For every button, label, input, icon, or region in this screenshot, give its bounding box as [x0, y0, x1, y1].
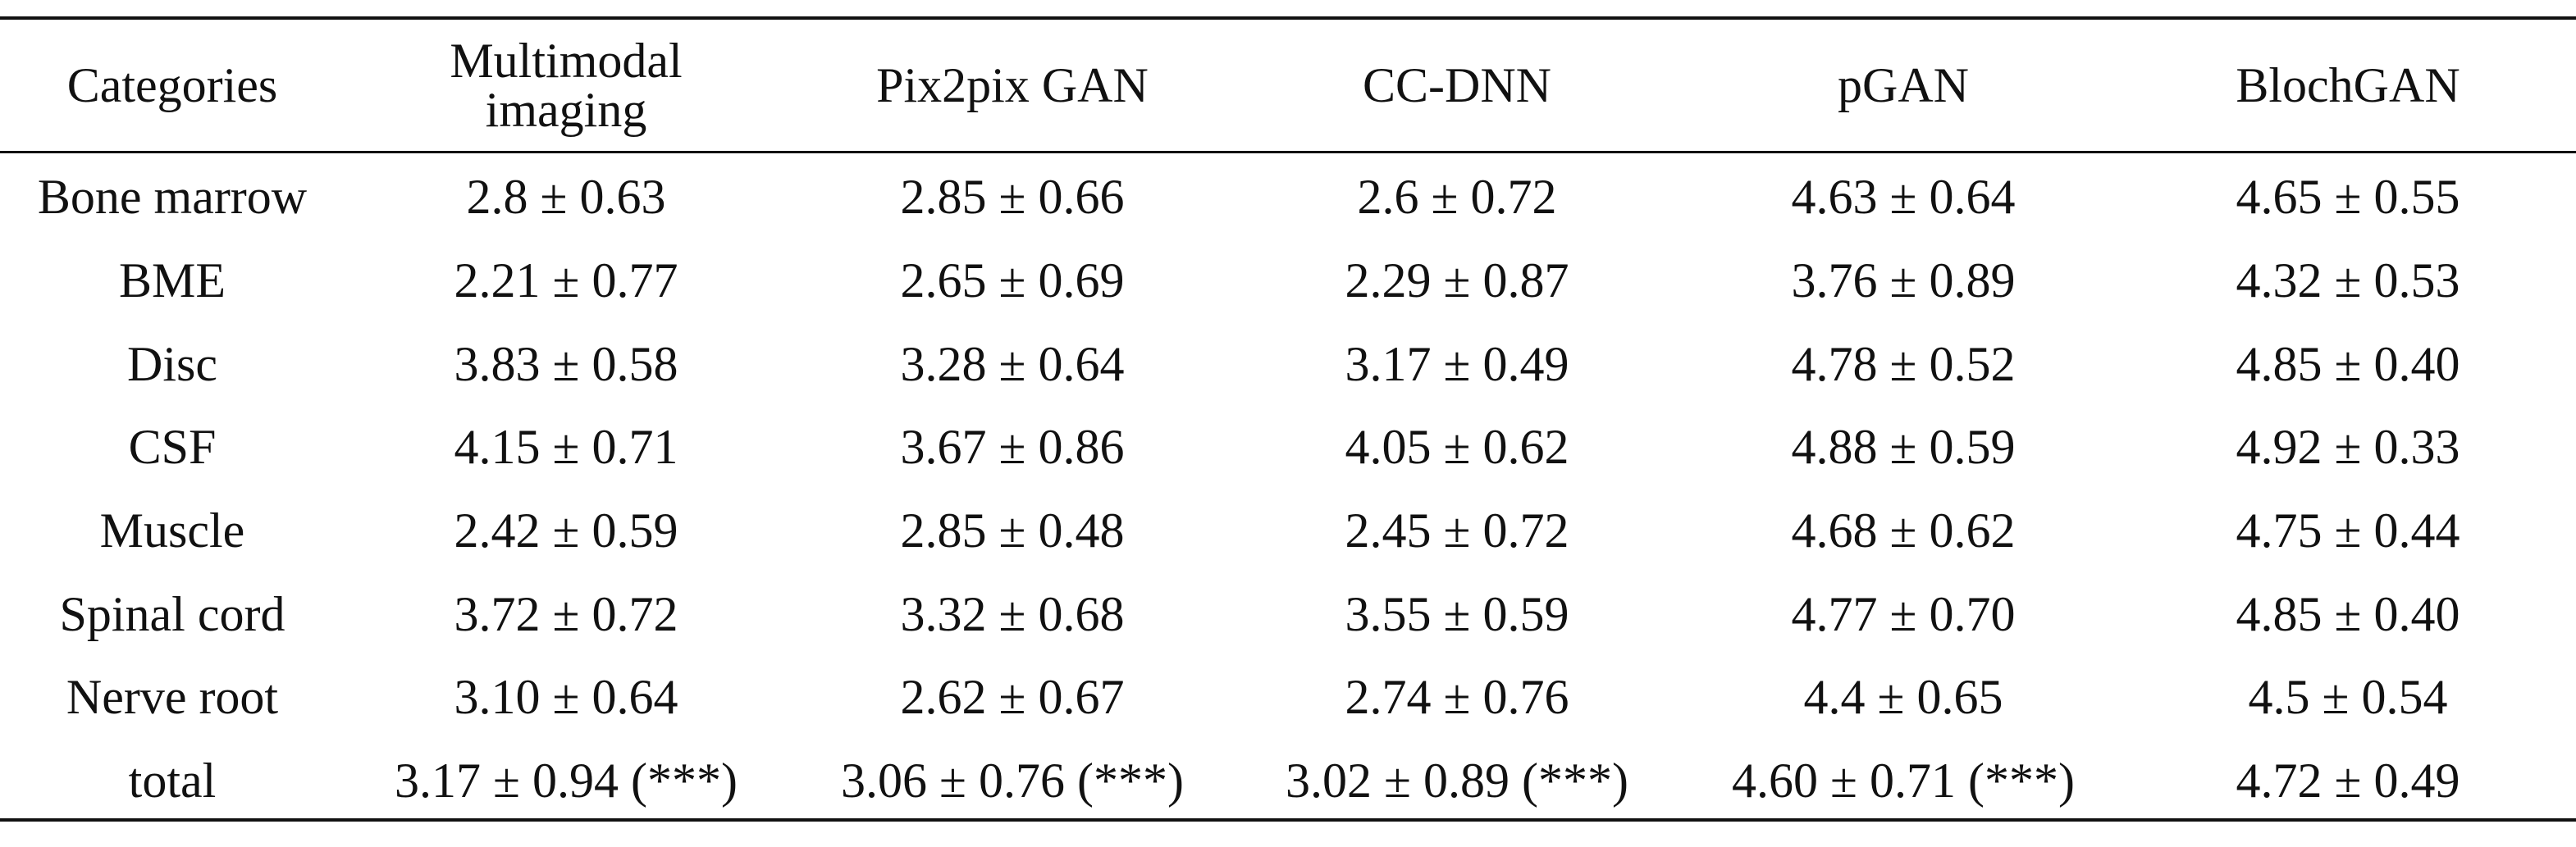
value-cell: 2.29 ± 0.87: [1345, 253, 1569, 307]
value-cell: 2.8 ± 0.63: [466, 170, 666, 224]
value-cell: 4.63 ± 0.64: [1791, 170, 2016, 224]
value-cell: 4.77 ± 0.70: [1791, 587, 2016, 641]
value-cell: 4.75 ± 0.44: [2236, 503, 2460, 558]
row-label: total: [128, 754, 217, 808]
value-cell: 2.62 ± 0.67: [900, 670, 1125, 724]
value-cell: 3.55 ± 0.59: [1345, 587, 1569, 641]
top-rule: [0, 16, 2576, 20]
value-cell: 4.15 ± 0.71: [454, 420, 678, 474]
header-rule: [0, 151, 2576, 153]
value-cell: 3.28 ± 0.64: [900, 337, 1125, 391]
value-cell: 4.65 ± 0.55: [2236, 170, 2460, 224]
header-cell: pGAN: [1838, 58, 1969, 112]
value-cell: 4.68 ± 0.62: [1791, 503, 2016, 558]
value-cell: 3.06 ± 0.76 (***): [841, 754, 1184, 808]
value-cell: 3.67 ± 0.86: [900, 420, 1125, 474]
value-cell: 4.72 ± 0.49: [2236, 754, 2460, 808]
row-label: Spinal cord: [59, 587, 285, 641]
value-cell: 3.32 ± 0.68: [900, 587, 1125, 641]
bottom-rule: [0, 818, 2576, 822]
value-cell: 3.83 ± 0.58: [454, 337, 678, 391]
value-cell: 3.72 ± 0.72: [454, 587, 678, 641]
value-cell: 3.10 ± 0.64: [454, 670, 678, 724]
value-cell: 2.85 ± 0.48: [900, 503, 1125, 558]
value-cell: 4.32 ± 0.53: [2236, 253, 2460, 307]
value-cell: 4.05 ± 0.62: [1345, 420, 1569, 474]
header-cell: Pix2pix GAN: [876, 58, 1149, 112]
value-cell: 3.17 ± 0.94 (***): [395, 754, 738, 808]
header-cell: CC-DNN: [1362, 58, 1551, 112]
value-cell: 2.6 ± 0.72: [1357, 170, 1557, 224]
value-cell: 2.74 ± 0.76: [1345, 670, 1569, 724]
row-label: Nerve root: [66, 670, 279, 724]
value-cell: 4.78 ± 0.52: [1791, 337, 2016, 391]
header-cell: Multimodal imaging: [450, 34, 683, 137]
value-cell: 4.4 ± 0.65: [1803, 670, 2003, 724]
value-cell: 2.45 ± 0.72: [1345, 503, 1569, 558]
row-label: Muscle: [99, 503, 245, 558]
value-cell: 4.5 ± 0.54: [2248, 670, 2448, 724]
header-cell: BlochGAN: [2236, 58, 2460, 112]
value-cell: 3.17 ± 0.49: [1345, 337, 1569, 391]
value-cell: 4.60 ± 0.71 (***): [1732, 754, 2075, 808]
value-cell: 4.88 ± 0.59: [1791, 420, 2016, 474]
row-label: BME: [118, 253, 226, 307]
value-cell: 4.85 ± 0.40: [2236, 587, 2460, 641]
value-cell: 2.65 ± 0.69: [900, 253, 1125, 307]
header-cell: Categories: [66, 58, 278, 112]
value-cell: 3.76 ± 0.89: [1791, 253, 2016, 307]
value-cell: 4.85 ± 0.40: [2236, 337, 2460, 391]
value-cell: 2.21 ± 0.77: [454, 253, 678, 307]
value-cell: 4.92 ± 0.33: [2236, 420, 2460, 474]
row-label: Disc: [127, 337, 217, 391]
value-cell: 3.02 ± 0.89 (***): [1286, 754, 1628, 808]
row-label: CSF: [128, 420, 217, 474]
value-cell: 2.85 ± 0.66: [900, 170, 1125, 224]
row-label: Bone marrow: [37, 170, 308, 224]
value-cell: 2.42 ± 0.59: [454, 503, 678, 558]
